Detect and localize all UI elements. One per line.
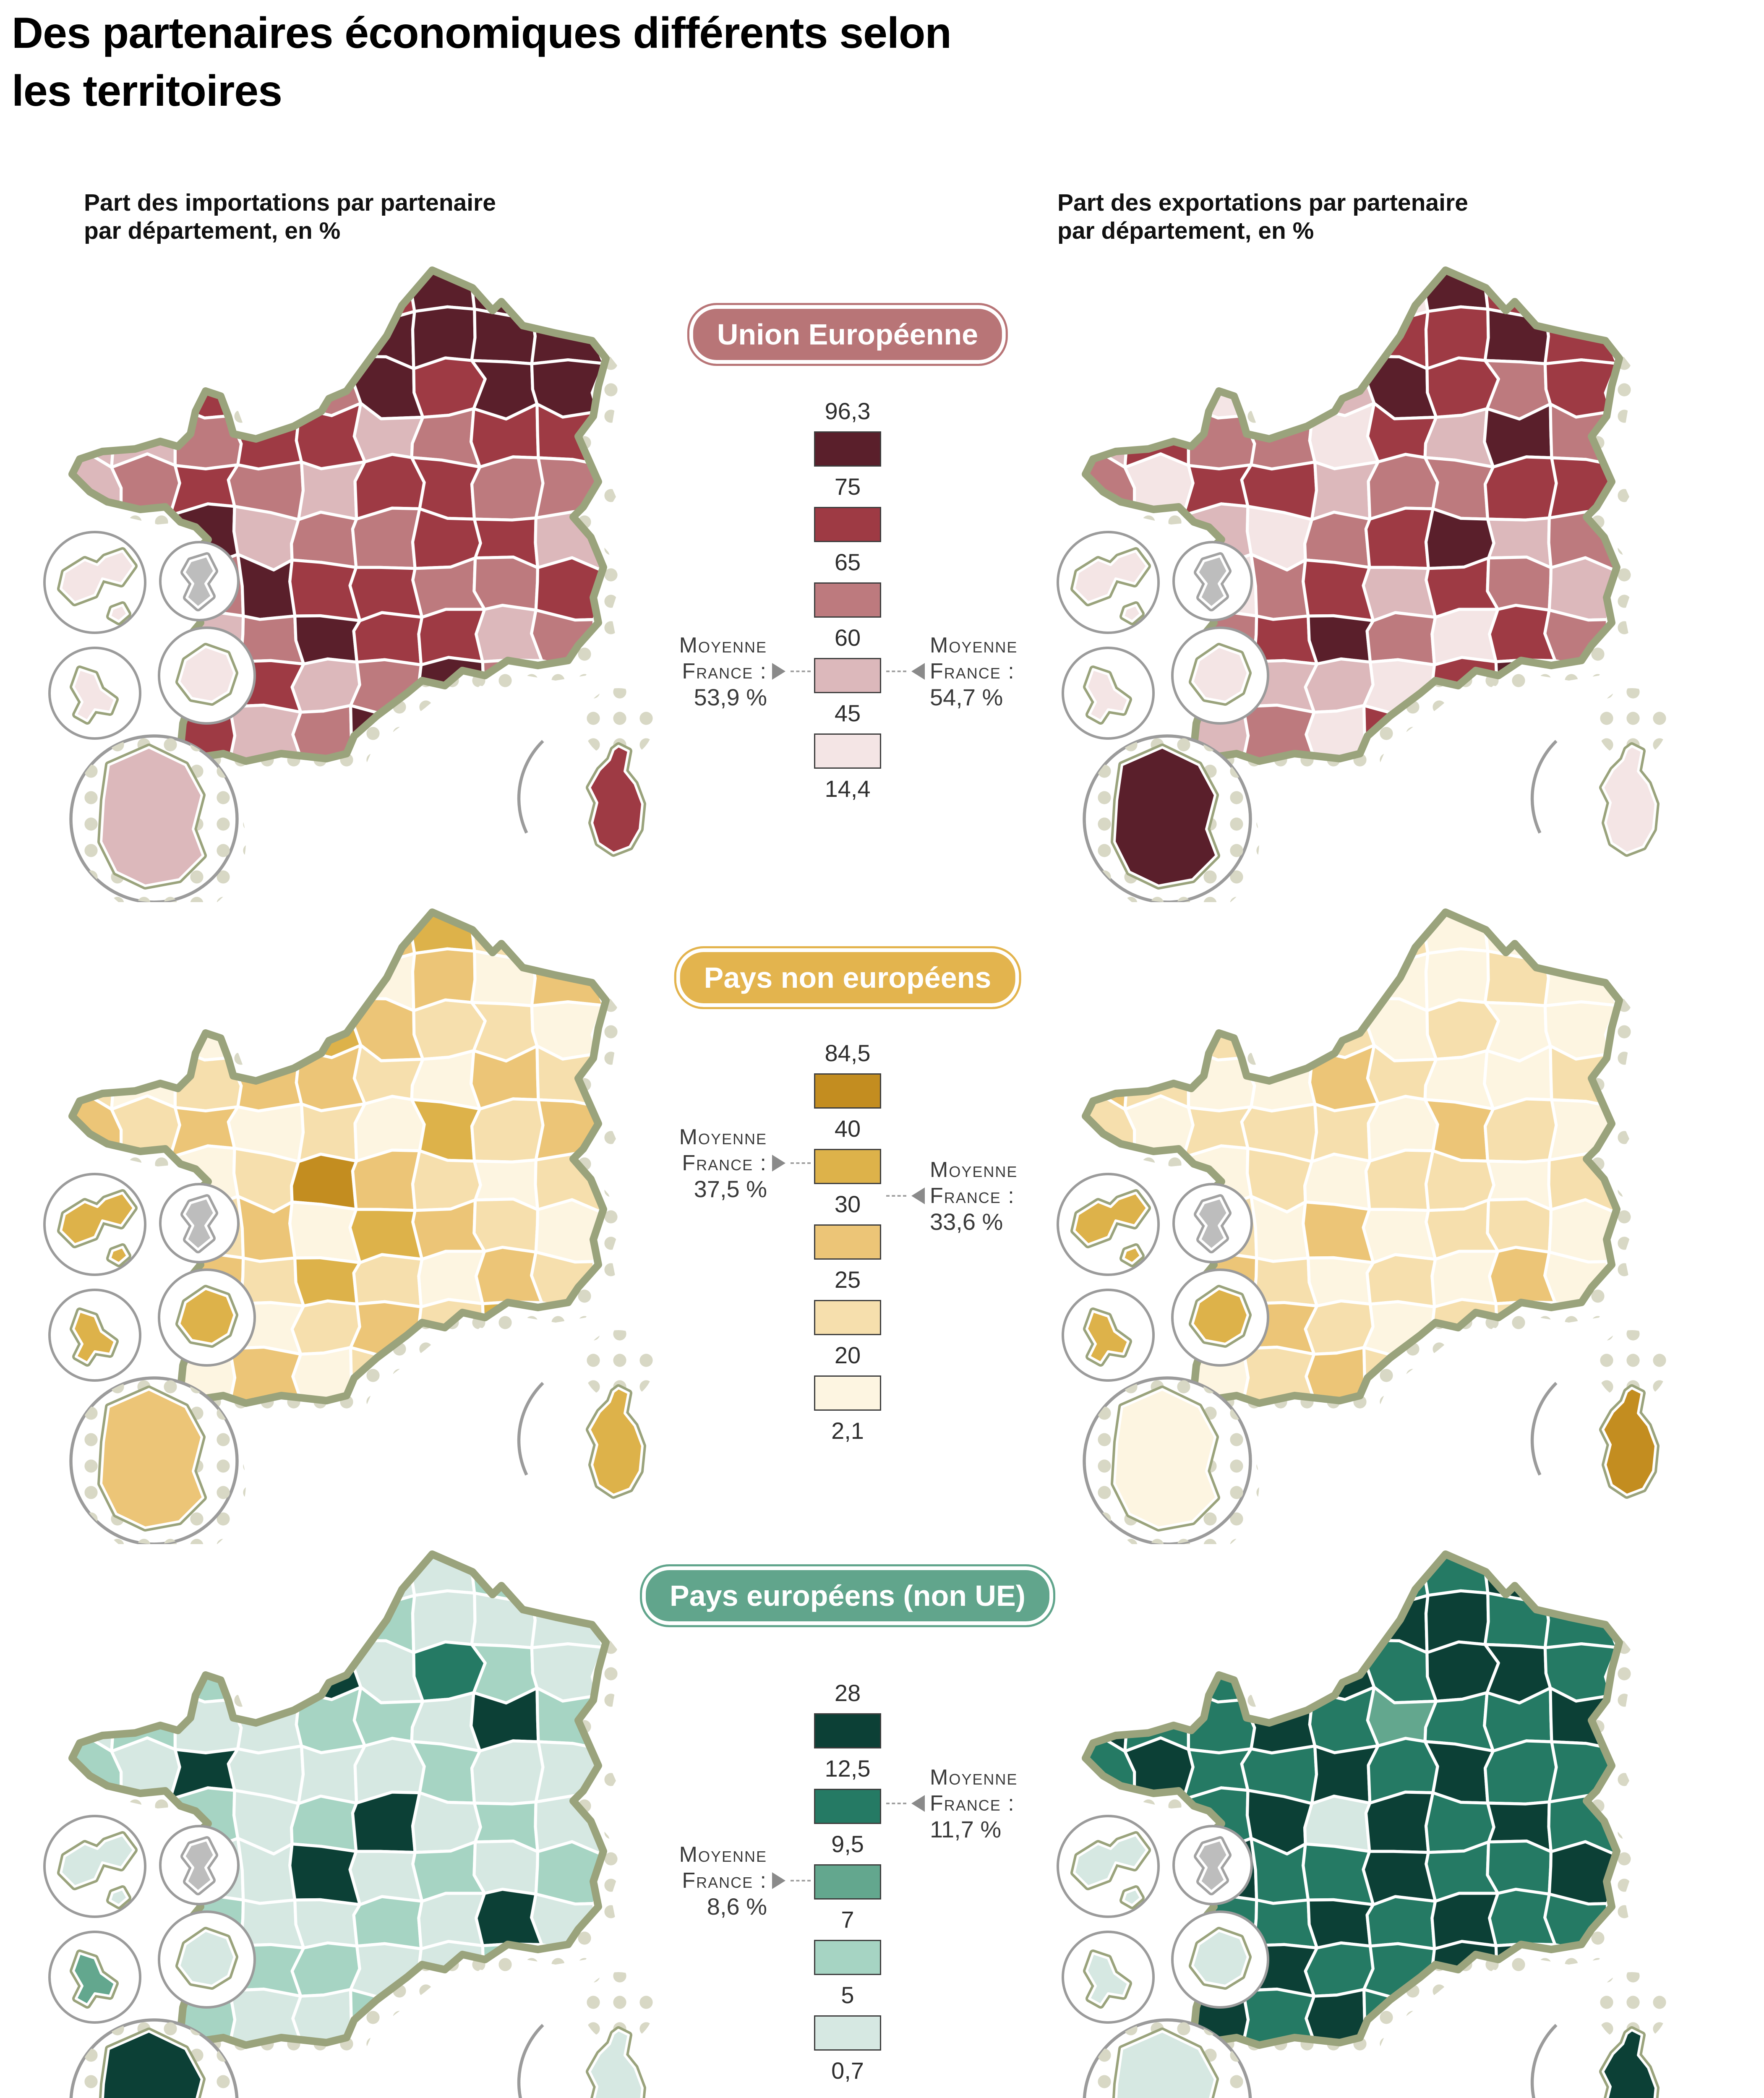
avg-france-imports-non-europeens: Moyenne France : 37,5 % [679, 1124, 811, 1202]
avg-value: 11,7 % [930, 1816, 1002, 1842]
dashed-connector [886, 1803, 906, 1804]
avg-value: 37,5 % [694, 1176, 767, 1202]
avg-label: Moyenne [679, 633, 767, 658]
badge-pays-non-europeens: Pays non européens [674, 946, 1021, 1009]
legend-tick: 40 [834, 1115, 861, 1142]
page-title-line1: Des partenaires économiques différents s… [12, 9, 952, 57]
avg-value: 53,9 % [694, 684, 767, 710]
map-exports-non-europeens [1043, 902, 1697, 1544]
subtitle-imports-line1: Part des importations par partenaire [84, 189, 496, 216]
map-imports-ue [29, 260, 684, 902]
dashed-connector [886, 671, 906, 672]
legend-color-box [814, 1940, 881, 1975]
avg-label: France : [930, 1184, 1015, 1208]
subtitle-exports-line1: Part des exportations par partenaire [1057, 189, 1468, 216]
legend-tick: 60 [834, 624, 861, 651]
avg-label: France : [930, 659, 1015, 684]
arrow-left-icon [911, 1795, 925, 1812]
legend-color-box [814, 1375, 881, 1411]
legend-color-box [814, 1149, 881, 1184]
map-imports-europeens-non-ue [29, 1544, 684, 2098]
avg-label: Moyenne [930, 1158, 1018, 1182]
legend-tick: 96,3 [825, 398, 871, 424]
legend-tick: 14,4 [825, 775, 871, 802]
legend-tick: 20 [834, 1342, 861, 1368]
legend-scale-ue: 96,3 75 65 60 45 14,4 [814, 392, 881, 808]
page-title: Des partenaires économiques différents s… [12, 4, 1732, 120]
arrow-left-icon [911, 1187, 925, 1204]
avg-label: Moyenne [930, 633, 1018, 658]
subtitle-exports: Part des exportations par partenaire par… [1057, 189, 1468, 245]
legend-color-box [814, 1713, 881, 1748]
subtitle-imports-line2: par département, en % [84, 217, 341, 244]
avg-value: 33,6 % [930, 1208, 1003, 1235]
subtitle-exports-line2: par département, en % [1057, 217, 1314, 244]
avg-label: France : [682, 1868, 767, 1893]
legend-color-box [814, 582, 881, 618]
arrow-right-icon [772, 663, 785, 680]
map-exports-ue [1043, 260, 1697, 902]
avg-france-exports-ue: Moyenne France : 54,7 % [886, 632, 1018, 710]
arrow-right-icon [772, 1872, 785, 1889]
avg-value: 54,7 % [930, 684, 1003, 710]
subtitle-imports: Part des importations par partenaire par… [84, 189, 496, 245]
legend-color-box [814, 507, 881, 542]
legend-color-box [814, 1789, 881, 1824]
legend-tick: 12,5 [825, 1755, 871, 1782]
avg-label: Moyenne [930, 1765, 1018, 1790]
avg-label: France : [930, 1791, 1015, 1816]
legend-tick: 75 [834, 473, 861, 500]
legend-tick: 84,5 [825, 1040, 871, 1066]
dashed-connector [791, 1880, 811, 1881]
legend-tick: 0,7 [831, 2057, 864, 2084]
legend-tick: 5 [841, 1982, 854, 2008]
dashed-connector [791, 1162, 811, 1164]
avg-france-exports-europeens-non-ue: Moyenne France : 11,7 % [886, 1764, 1018, 1842]
avg-france-exports-non-europeens: Moyenne France : 33,6 % [886, 1157, 1018, 1235]
avg-label: Moyenne [679, 1125, 767, 1149]
legend-color-box [814, 658, 881, 693]
avg-label: France : [682, 659, 767, 684]
arrow-left-icon [911, 663, 925, 680]
dashed-connector [886, 1195, 906, 1197]
map-exports-europeens-non-ue [1043, 1544, 1697, 2098]
legend-color-box [814, 1300, 881, 1335]
badge-pays-europeens-non-ue: Pays européens (non UE) [640, 1564, 1055, 1627]
legend-tick: 25 [834, 1266, 861, 1293]
legend-scale-europeens-non-ue: 28 12,5 9,5 7 5 0,7 [814, 1674, 881, 2090]
legend-color-box [814, 1224, 881, 1260]
avg-france-imports-europeens-non-ue: Moyenne France : 8,6 % [679, 1842, 811, 1920]
avg-label: France : [682, 1151, 767, 1175]
avg-label: Moyenne [679, 1842, 767, 1867]
legend-scale-non-europeens: 84,5 40 30 25 20 2,1 [814, 1034, 881, 1450]
badge-union-europeenne: Union Européenne [687, 303, 1008, 366]
arrow-right-icon [772, 1155, 785, 1172]
legend-color-box [814, 733, 881, 769]
avg-france-imports-ue: Moyenne France : 53,9 % [679, 632, 811, 710]
page-title-line2: les territoires [12, 67, 282, 115]
legend-color-box [814, 1073, 881, 1109]
legend-tick: 7 [841, 1906, 854, 1933]
legend-tick: 2,1 [831, 1417, 864, 1444]
legend-tick: 65 [834, 549, 861, 575]
legend-tick: 45 [834, 700, 861, 726]
legend-color-box [814, 1864, 881, 1900]
map-imports-non-europeens [29, 902, 684, 1544]
legend-tick: 9,5 [831, 1831, 864, 1857]
dashed-connector [791, 671, 811, 672]
legend-tick: 28 [834, 1680, 861, 1706]
legend-tick: 30 [834, 1191, 861, 1217]
legend-color-box [814, 431, 881, 467]
legend-color-box [814, 2015, 881, 2051]
avg-value: 8,6 % [707, 1893, 767, 1920]
